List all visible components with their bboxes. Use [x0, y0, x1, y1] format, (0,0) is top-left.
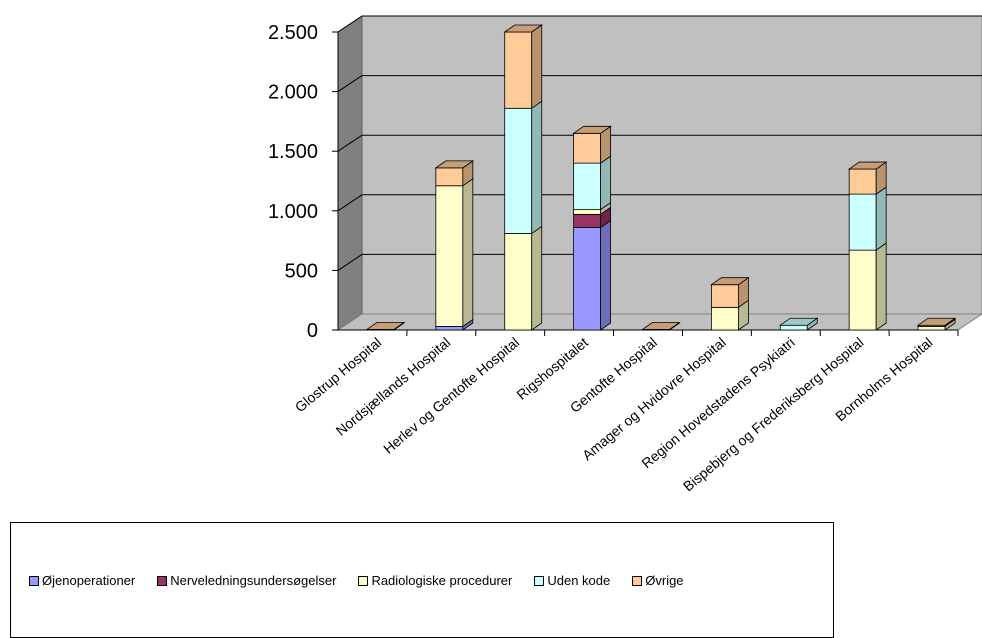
bar-segment: [848, 249, 877, 331]
x-tick-label: Herlev og Gentofte Hospital: [380, 334, 522, 457]
bar-top: [641, 322, 681, 330]
bar-segment: [435, 326, 464, 331]
legend-label: Øjenoperationer: [42, 573, 136, 588]
side-wall: [337, 15, 363, 331]
gridline-side: [337, 253, 363, 271]
bar-segment: [504, 31, 533, 109]
bar-top: [847, 161, 888, 170]
legend-row: Øjenoperationer Nerveledningsundersøgelse…: [29, 573, 684, 588]
bar-segment-side: [600, 155, 612, 211]
gridline-side: [337, 134, 363, 152]
bar-segment-side: [531, 225, 543, 331]
legend-label: Nerveledningsundersøgelser: [170, 573, 337, 588]
bar-top: [572, 125, 612, 134]
bar-segment-side: [875, 242, 887, 331]
y-tick-label: 500: [285, 260, 318, 282]
bar-segment: [573, 209, 602, 215]
bar-segment-side: [600, 219, 612, 331]
y-tick-label: 1.000: [268, 201, 318, 223]
bar-segment-side: [875, 186, 887, 251]
x-tick-label: Amager og Hvidovre Hospital: [579, 334, 729, 463]
gridline-side: [337, 75, 363, 93]
legend-swatch: [157, 575, 168, 586]
bar-segment: [573, 227, 602, 331]
legend: Øjenoperationer Nerveledningsundersøgelse…: [10, 522, 834, 638]
legend-item: Nerveledningsundersøgelser: [157, 573, 336, 588]
legend-swatch: [534, 575, 545, 586]
x-tick-label: Nordsjællands Hospital: [333, 334, 454, 439]
bar-segment: [504, 233, 533, 331]
bar-top: [916, 317, 957, 326]
legend-swatch: [29, 575, 39, 586]
legend-swatch: [358, 575, 369, 586]
bar-segment: [779, 324, 808, 331]
bar-top: [779, 317, 819, 326]
bar-top: [365, 322, 406, 330]
bar-top: [434, 160, 475, 169]
bar-segment-side: [462, 177, 474, 328]
y-tick-label: 0: [307, 320, 318, 342]
gridline-side: [337, 15, 363, 33]
y-tick-label: 1.500: [268, 141, 318, 163]
legend-label: Radiologiske procedurer: [371, 573, 513, 588]
bar-segment: [710, 306, 739, 331]
bar-segment: [504, 107, 533, 234]
legend-item: Radiologiske procedurer: [358, 573, 512, 588]
legend-item: Øjenoperationer: [29, 573, 135, 588]
legend-label: Uden kode: [547, 573, 611, 588]
bar-segment: [573, 162, 602, 211]
bar-segment: [917, 326, 946, 331]
bar-segment: [848, 168, 877, 195]
bar-segment-side: [531, 100, 543, 235]
legend-item: Uden kode: [534, 573, 610, 588]
legend-item: Øvrige: [632, 573, 684, 588]
bar-segment: [435, 167, 464, 187]
bar-segment: [435, 185, 464, 327]
bar-top: [503, 24, 543, 33]
bar-segment: [848, 193, 877, 251]
legend-label: Øvrige: [645, 573, 684, 588]
bar-segment: [573, 213, 602, 228]
bar-segment: [710, 284, 739, 308]
y-tick-label: 2.500: [268, 22, 318, 44]
gridline-side: [337, 194, 363, 212]
bar-top: [710, 277, 750, 286]
legend-swatch: [632, 575, 643, 586]
bar-segment: [573, 132, 602, 164]
bar-segment-side: [531, 24, 543, 110]
y-tick-label: 2.000: [268, 82, 318, 104]
